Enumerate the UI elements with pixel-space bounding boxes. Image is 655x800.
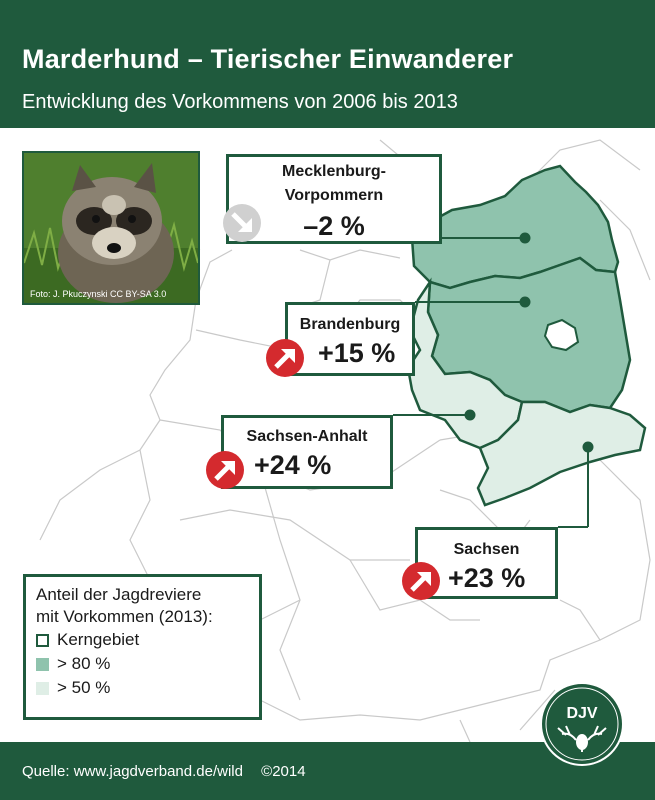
logo-text: DJV: [566, 705, 597, 722]
state-name: Sachsen-Anhalt: [246, 428, 368, 445]
copyright-text: ©2014: [261, 763, 306, 780]
swatch-core: [36, 633, 49, 647]
trend-up-icon: [206, 451, 244, 489]
germany-map: [39, 139, 651, 742]
legend-heading-line2: mit Vorkommen (2013):: [36, 607, 213, 626]
antler-icon: [557, 725, 607, 752]
change-value: –2 %: [303, 211, 365, 241]
legend-item-core: Kerngebiet: [36, 628, 259, 652]
callout-mecklenburg-vorpommern: Mecklenburg- Vorpommern –2 %: [226, 154, 442, 244]
legend-label: > 80 %: [57, 654, 111, 673]
connectors: [393, 232, 594, 528]
change-value: +24 %: [254, 450, 332, 480]
trend-down-icon: [223, 204, 261, 242]
raccoon-dog-photo: Foto: J. Pkuczynski CC BY-SA 3.0: [22, 151, 200, 305]
region-berlin: [543, 318, 580, 352]
state-name: Brandenburg: [299, 316, 401, 333]
state-name: Sachsen: [453, 541, 520, 558]
footer: Quelle: www.jagdverband.de/wild ©2014: [22, 763, 320, 780]
legend-heading-line1: Anteil der Jagdreviere: [36, 585, 202, 604]
legend-item-80: > 80 %: [36, 652, 259, 676]
callout-brandenburg: Brandenburg +15 %: [285, 302, 415, 376]
swatch-50: [36, 681, 49, 695]
page-title: Marderhund – Tierischer Einwanderer: [22, 44, 514, 74]
legend-label: Kerngebiet: [57, 630, 140, 649]
raccoon-dog-illustration: [24, 153, 198, 303]
trend-up-icon: [266, 339, 304, 377]
djv-logo: DJV: [540, 682, 624, 766]
change-value: +23 %: [448, 563, 526, 593]
state-name-line2: Vorpommern: [284, 187, 384, 204]
page-subtitle: Entwicklung des Vorkommens von 2006 bis …: [22, 91, 458, 113]
region-sachsen: [476, 400, 647, 507]
map-legend: Anteil der Jagdreviere mit Vorkommen (20…: [23, 574, 262, 720]
header: Marderhund – Tierischer Einwanderer Entw…: [0, 0, 655, 128]
photo-credit: Foto: J. Pkuczynski CC BY-SA 3.0: [30, 289, 167, 299]
change-value: +15 %: [318, 338, 396, 368]
callout-sachsen-anhalt: Sachsen-Anhalt +24 %: [221, 415, 393, 489]
trend-up-icon: [402, 562, 440, 600]
swatch-80: [36, 657, 49, 671]
source-text: Quelle: www.jagdverband.de/wild: [22, 763, 243, 780]
legend-label: > 50 %: [57, 678, 111, 697]
legend-item-50: > 50 %: [36, 676, 259, 700]
state-name-line1: Mecklenburg-: [281, 163, 386, 180]
